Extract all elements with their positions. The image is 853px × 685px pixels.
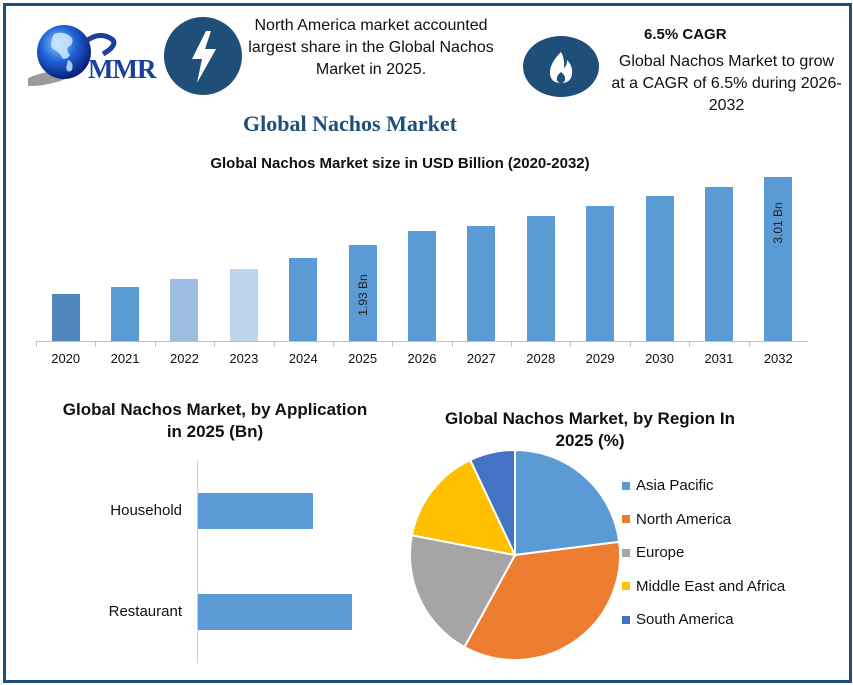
x-tick bbox=[154, 342, 156, 347]
bar-chart-title: Global Nachos Market size in USD Billion… bbox=[210, 155, 590, 172]
x-label-2021: 2021 bbox=[110, 351, 140, 366]
bar-household bbox=[198, 493, 313, 529]
cagr-heading: 6.5% CAGR bbox=[644, 26, 727, 43]
application-title-line-2: in 2025 (Bn) bbox=[166, 422, 264, 441]
logo-text: MMR bbox=[88, 54, 156, 84]
x-tick bbox=[36, 342, 37, 347]
pie-slice-south-america bbox=[468, 448, 516, 556]
x-label-2030: 2030 bbox=[645, 351, 674, 366]
bar-2032 bbox=[764, 177, 793, 341]
pie-slice-europe bbox=[409, 534, 517, 649]
region-title-line-1: Global Nachos Market, by Region In bbox=[445, 409, 735, 428]
label-restaurant: Restaurant bbox=[108, 603, 182, 620]
x-label-2031: 2031 bbox=[704, 351, 734, 366]
bar-2021 bbox=[111, 287, 140, 341]
legend-swatch bbox=[622, 481, 630, 490]
cagr-line-3: 2032 bbox=[708, 97, 745, 114]
bar-restaurant bbox=[198, 594, 352, 630]
market-size-bar-chart: 1.93 Bn 3.01 Bn bbox=[36, 170, 808, 342]
legend-label: Asia Pacific bbox=[636, 477, 714, 494]
bar-2024 bbox=[289, 258, 318, 341]
application-chart-title: Global Nachos Market, by Application in … bbox=[30, 399, 400, 443]
x-label-2025: 2025 bbox=[348, 351, 378, 366]
x-label-2026: 2026 bbox=[407, 351, 437, 366]
region-chart-title: Global Nachos Market, by Region In 2025 … bbox=[430, 408, 750, 452]
x-tick bbox=[214, 342, 216, 347]
x-axis-labels: 2020 2021 2022 2023 2024 2025 2026 2027 2028 2029… bbox=[36, 342, 808, 369]
application-axis-line bbox=[197, 460, 198, 663]
x-label-2020: 2020 bbox=[51, 351, 81, 366]
legend-item-south-america: South America bbox=[622, 611, 734, 628]
x-label-2024: 2024 bbox=[288, 351, 318, 366]
legend-label: South America bbox=[636, 611, 734, 628]
legend-label: North America bbox=[636, 510, 732, 528]
legend-swatch bbox=[622, 582, 630, 590]
x-tick bbox=[392, 342, 394, 347]
x-label-2028: 2028 bbox=[526, 351, 556, 366]
info-line-3: Market in 2025. bbox=[315, 61, 427, 78]
bar-2027 bbox=[467, 226, 496, 341]
bar-2029 bbox=[586, 205, 615, 341]
north-america-info: North America market accounted largest s… bbox=[240, 15, 502, 81]
bar-2025 bbox=[348, 245, 377, 341]
bar-2030 bbox=[645, 195, 674, 341]
bar-2022 bbox=[170, 279, 199, 341]
application-title-line-1: Global Nachos Market, by Application bbox=[62, 400, 368, 419]
region-title-line-2: 2025 (%) bbox=[555, 431, 625, 450]
x-tick bbox=[451, 342, 453, 347]
legend-swatch bbox=[622, 615, 630, 624]
legend-item-europe: Europe bbox=[622, 544, 684, 561]
info-line-1: North America market accounted bbox=[254, 17, 488, 34]
lightning-bolt-icon bbox=[192, 31, 216, 83]
x-tick bbox=[570, 342, 572, 347]
x-label-2022: 2022 bbox=[169, 351, 199, 366]
x-tick bbox=[95, 342, 97, 347]
x-label-2027: 2027 bbox=[466, 351, 496, 366]
legend-swatch bbox=[622, 515, 630, 523]
lightning-badge bbox=[164, 17, 242, 95]
swoosh-icon bbox=[83, 33, 117, 57]
x-tick bbox=[332, 342, 334, 347]
pie-slice-north-america bbox=[463, 540, 621, 661]
x-axis-line bbox=[36, 341, 808, 342]
x-label-2029: 2029 bbox=[585, 351, 615, 366]
globe-icon bbox=[28, 25, 91, 86]
label-household: Household bbox=[110, 502, 182, 519]
x-tick bbox=[748, 342, 750, 347]
cagr-line-2: at a CAGR of 6.5% during 2026- bbox=[611, 75, 842, 92]
x-label-2023: 2023 bbox=[229, 351, 259, 366]
page-title: Global Nachos Market bbox=[243, 111, 457, 136]
flame-icon bbox=[549, 52, 573, 83]
x-tick bbox=[689, 342, 691, 347]
x-tick bbox=[511, 342, 513, 347]
info-line-2: largest share in the Global Nachos bbox=[248, 39, 494, 56]
bar-2028 bbox=[526, 216, 555, 341]
bar-series: 1.93 Bn 3.01 Bn bbox=[36, 170, 808, 341]
x-tick bbox=[273, 342, 275, 347]
x-tick bbox=[629, 342, 631, 347]
bar-value-label-2025: 1.93 Bn bbox=[355, 274, 370, 316]
legend-item-asia-pacific: Asia Pacific bbox=[622, 477, 714, 494]
infographic-frame bbox=[3, 3, 852, 683]
bar-2031 bbox=[704, 187, 733, 341]
bar-2020 bbox=[51, 294, 80, 341]
bar-value-label-2032: 3.01 Bn bbox=[771, 202, 786, 244]
bar-2023 bbox=[229, 268, 258, 341]
flame-badge bbox=[523, 36, 599, 97]
legend-label: Europe bbox=[636, 544, 685, 561]
pie-slice-asia-pacific bbox=[514, 448, 621, 557]
x-label-2032: 2032 bbox=[763, 351, 793, 366]
legend-item-middle-east-and-africa: Middle East and Africa bbox=[622, 578, 785, 595]
legend-swatch bbox=[622, 548, 630, 557]
cagr-info: Global Nachos Market to grow at a CAGR o… bbox=[604, 51, 849, 117]
mmr-logo: MMR bbox=[22, 18, 162, 93]
legend-label: Middle East and Africa bbox=[636, 577, 786, 595]
cagr-line-1: Global Nachos Market to grow bbox=[618, 53, 835, 70]
pie-slice-middle-east-and-africa bbox=[410, 458, 517, 557]
region-pie-chart bbox=[409, 448, 621, 661]
legend-item-north-america: North America bbox=[622, 511, 731, 528]
bar-2026 bbox=[408, 231, 436, 341]
